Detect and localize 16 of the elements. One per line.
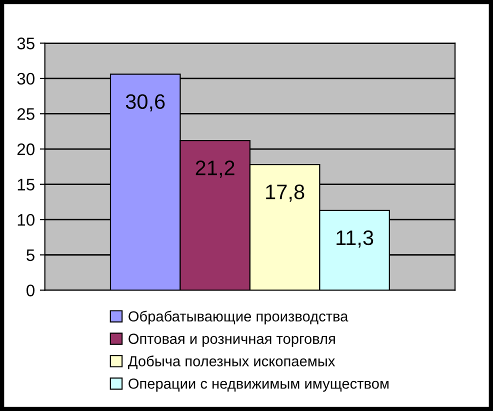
data-label: 11,3 bbox=[336, 230, 374, 248]
legend-label: Обрабатывающие производства bbox=[128, 310, 348, 324]
y-tick-label: 5 bbox=[26, 249, 34, 262]
y-tick-label: 25 bbox=[17, 108, 34, 120]
y-tick-label: 15 bbox=[18, 178, 34, 191]
legend-label: Добыча полезных ископаемых bbox=[128, 356, 336, 370]
y-tick-label: 20 bbox=[17, 143, 34, 156]
data-label: 30,6 bbox=[126, 94, 165, 112]
y-tick-label: 0 bbox=[26, 284, 34, 296]
data-label: 21,2 bbox=[196, 160, 234, 178]
legend-label: Операции с недвижимым имуществом bbox=[128, 378, 388, 392]
legend-label: Оптовая и розничная торговля bbox=[128, 334, 335, 347]
y-tick-label: 35 bbox=[17, 38, 34, 50]
y-tick-label: 10 bbox=[18, 214, 34, 226]
data-label: 17,8 bbox=[266, 184, 304, 202]
y-tick-label: 30 bbox=[17, 72, 34, 85]
